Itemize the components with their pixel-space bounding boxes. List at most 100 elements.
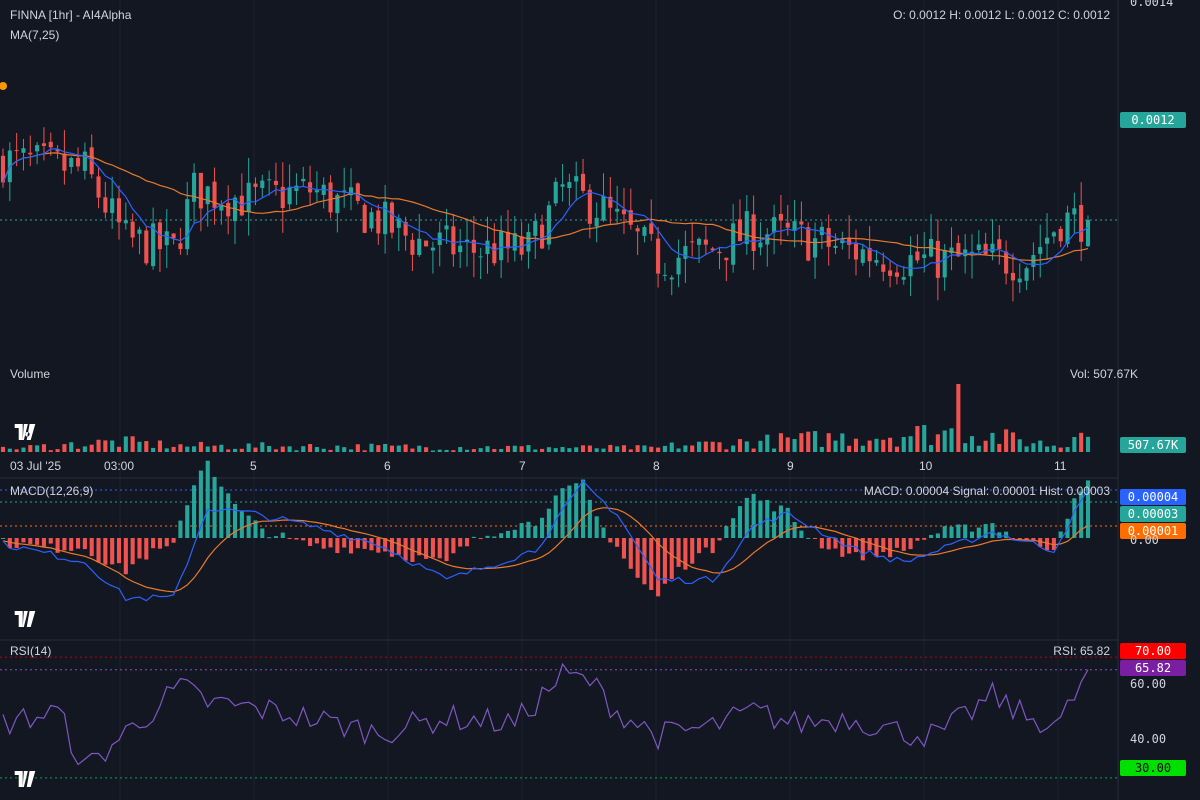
candle-body [621,209,627,215]
macd-histogram-bar [867,538,872,551]
volume-bar [178,444,183,452]
macd-histogram-bar [874,538,879,557]
volume-bar [635,445,640,452]
volume-bar [1024,446,1029,452]
candle-body [253,183,258,187]
macd-histogram-bar [28,538,33,544]
macd-histogram-bar [239,510,244,538]
candle-body [1038,247,1043,254]
macd-histogram-bar [1079,491,1084,538]
volume-bar [512,445,517,452]
candle-body [669,277,674,280]
macd-histogram-bar [949,526,954,538]
volume-bar [301,446,306,452]
candle-body [478,256,483,258]
candle-body [273,180,279,185]
volume-bar [669,442,674,452]
candle-body [765,234,770,245]
candle-body [171,233,176,239]
rsi-lower-tag: 30.00 [1120,760,1186,776]
macd-histogram-bar [676,538,681,567]
candle-body [260,180,265,188]
volume-bar [949,428,954,452]
candle-body [888,270,893,276]
volume-bar [62,444,67,452]
macd-histogram-bar [21,538,26,543]
volume-bar [608,444,613,452]
volume-bar [69,442,74,452]
candle-body [123,220,128,224]
volume-bar [492,448,497,452]
volume-bar [383,443,388,452]
volume-bar [1065,447,1070,452]
rsi-axis-40: 40.00 [1130,732,1167,746]
candle-body [608,196,613,208]
volume-bar [799,433,804,452]
macd-histogram-bar [963,524,968,538]
x-axis-label: 8 [653,459,660,473]
candle-body [1085,220,1091,247]
macd-histogram-bar [799,530,804,538]
candle-body [164,231,169,246]
volume-bar [847,445,852,452]
candle-body [894,272,899,277]
candle-body [451,226,456,255]
macd-histogram-bar [751,493,756,538]
candle-body [772,217,777,233]
macd-histogram-bar [301,538,306,541]
candle-body [560,184,565,187]
macd-histogram-bar [881,538,886,553]
macd-histogram-bar [212,476,217,538]
volume-bar [192,446,197,452]
macd-histogram-bar [362,538,367,549]
macd-histogram-bar [492,536,497,538]
volume-bar [198,441,203,452]
volume-bar [560,446,565,452]
macd-histogram-bar [601,527,606,538]
candle-body [942,249,947,278]
macd-histogram-bar [533,526,538,538]
volume-bar [369,443,374,452]
volume-bar [983,440,988,452]
candle-body [976,244,981,251]
volume-bar [451,450,456,452]
macd-histogram-bar [567,485,572,538]
volume-bar [116,446,122,452]
macd-histogram-bar [103,538,108,565]
volume-bar [997,443,1002,452]
volume-bar [717,442,722,452]
volume-bar [696,441,702,452]
macd-histogram-bar [703,538,708,548]
volume-bar [246,443,251,452]
candle-body [601,195,606,221]
macd-histogram-bar [505,530,511,538]
candle-body [737,219,743,242]
candle-body [362,204,367,233]
x-axis-label: 9 [787,459,794,473]
macd-histogram-bar [246,515,251,538]
volume-bar [744,441,749,452]
volume-bar [929,445,934,452]
candle-body [205,186,210,205]
volume-bar [935,434,940,452]
macd-histogram-bar [806,537,811,539]
candle-body [901,277,906,280]
candle-body [287,187,292,205]
volume-bar [212,445,217,452]
volume-bar [348,449,354,452]
volume-bar [724,449,729,452]
macd-histogram-bar [376,538,381,553]
candle-body [915,251,920,261]
candle-body [512,233,517,251]
candle-body [1079,205,1084,242]
volume-bar [731,445,736,452]
candle-body [471,239,476,253]
candle-body [383,201,388,235]
volume-bar [649,446,654,452]
volume-bar [485,446,490,452]
volume-bar [874,438,879,452]
rsi-upper-tag: 70.00 [1120,643,1186,659]
macd-histogram-bar [185,505,190,538]
volume-bar [812,431,818,452]
volume-bar [137,441,142,452]
